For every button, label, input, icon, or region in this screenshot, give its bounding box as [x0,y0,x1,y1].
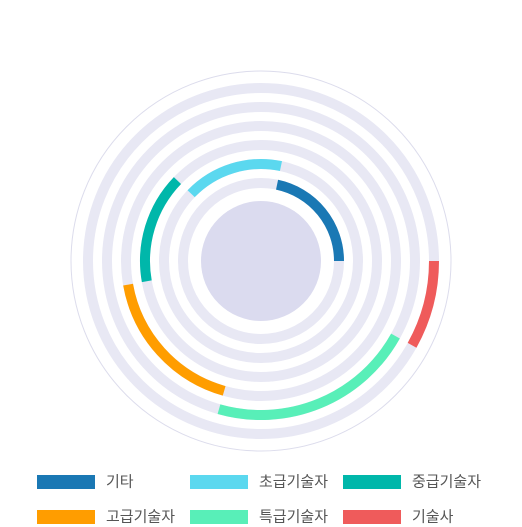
arc-bar [140,177,182,283]
arc-bar [217,333,400,420]
legend-swatch[interactable] [37,475,95,489]
legend-label[interactable]: 중급기술자 [412,473,481,491]
legend-label[interactable]: 초급기술자 [259,473,328,491]
track [121,121,401,401]
legend-label[interactable]: 기술사 [412,508,454,526]
legend-label[interactable]: 고급기술자 [106,508,175,526]
arc-bar [187,159,282,198]
legend-swatch[interactable] [190,475,248,489]
legend-swatch[interactable] [37,510,95,524]
legend-swatch[interactable] [190,510,248,524]
legend-swatch[interactable] [343,510,401,524]
arc-bar [275,179,344,262]
legend-label[interactable]: 기타 [106,473,134,491]
outer-ring [70,70,452,452]
arc-bar [407,260,439,348]
arc-bar [123,283,226,396]
center-disc [201,201,321,321]
legend-label[interactable]: 특급기술자 [259,508,328,526]
legend-swatch[interactable] [343,475,401,489]
